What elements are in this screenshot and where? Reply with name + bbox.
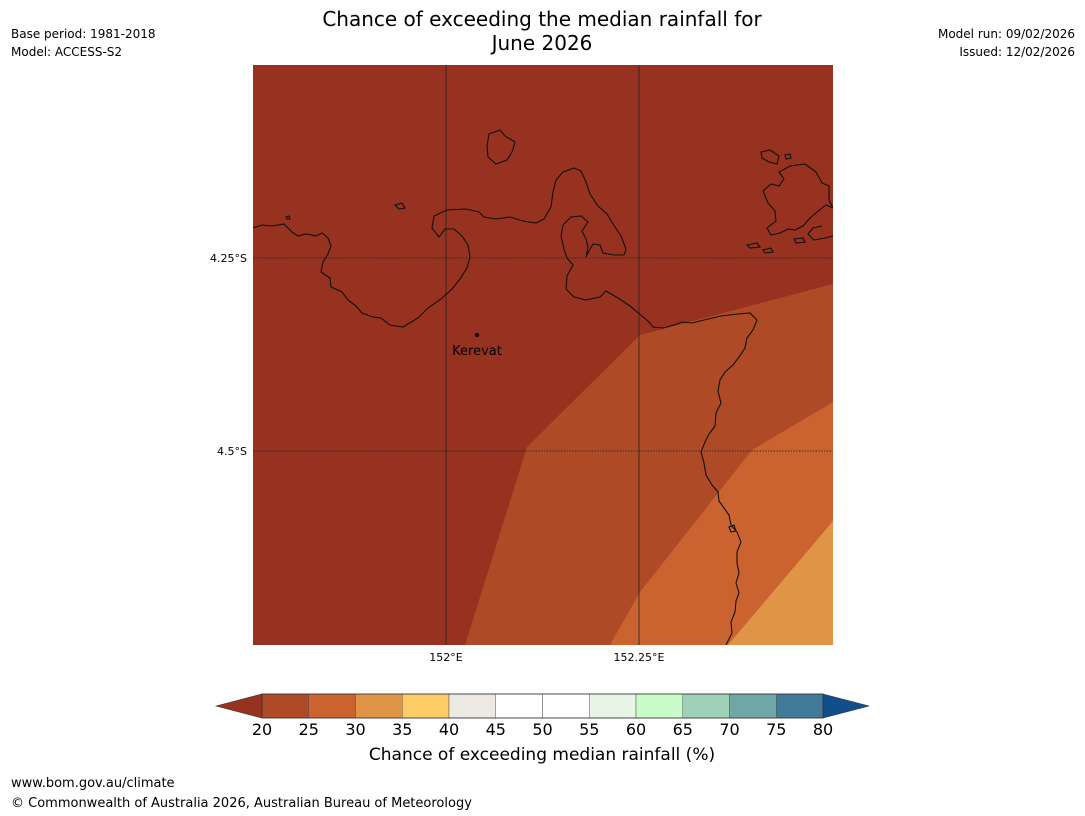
colorbar: 20 25 30 35 40 45 50 55 60 65 70 75 80 bbox=[214, 693, 871, 739]
colorbar-segment-60-65 bbox=[635, 693, 683, 719]
colorbar-outline bbox=[261, 693, 824, 719]
map-area: Kerevat bbox=[253, 65, 833, 645]
colorbar-segment-55-60 bbox=[589, 693, 637, 719]
colorbar-segment-30-35 bbox=[355, 693, 403, 719]
colorbar-over-triangle bbox=[822, 693, 871, 719]
colorbar-tick-75: 75 bbox=[766, 720, 786, 739]
rain-band-25-30 bbox=[610, 402, 833, 645]
colorbar-segments bbox=[261, 693, 824, 719]
colorbar-tick-35: 35 bbox=[392, 720, 412, 739]
kerevat-label: Kerevat bbox=[452, 344, 502, 359]
colorbar-tick-45: 45 bbox=[486, 720, 506, 739]
colorbar-under-triangle bbox=[214, 693, 263, 719]
colorbar-tick-labels: 20 25 30 35 40 45 50 55 60 65 70 75 80 bbox=[252, 720, 833, 739]
issued-text: Issued: 12/02/2026 bbox=[959, 45, 1075, 59]
latitude-label-4-25s: 4.25°S bbox=[210, 252, 247, 265]
islet-f bbox=[784, 153, 792, 160]
footer-copyright: © Commonwealth of Australia 2026, Austra… bbox=[11, 796, 472, 811]
colorbar-tick-60: 60 bbox=[626, 720, 646, 739]
islet-e bbox=[728, 524, 737, 533]
island-northeast bbox=[760, 149, 780, 165]
islet-d bbox=[793, 237, 806, 244]
model-text: Model: ACCESS-S2 bbox=[11, 45, 123, 59]
colorbar-title: Chance of exceeding median rainfall (%) bbox=[368, 745, 716, 765]
islet-b bbox=[745, 242, 762, 249]
chart-title: Chance of exceeding the median rainfall … bbox=[262, 7, 822, 55]
base-period-text: Base period: 1981-2018 bbox=[11, 27, 156, 41]
colorbar-segment-45-50 bbox=[495, 693, 543, 719]
island-north bbox=[486, 129, 516, 165]
coastline-east-a bbox=[762, 163, 833, 236]
metadata-right: Model run: 09/02/2026 Issued: 12/02/2026 bbox=[938, 25, 1075, 61]
colorbar-tick-40: 40 bbox=[439, 720, 459, 739]
coastline-east-b bbox=[807, 225, 833, 241]
title-line-2: June 2026 bbox=[491, 31, 593, 55]
colorbar-segment-70-75 bbox=[729, 693, 777, 719]
colorbar-tick-50: 50 bbox=[532, 720, 552, 739]
title-line-1: Chance of exceeding the median rainfall … bbox=[322, 7, 762, 31]
colorbar-tick-30: 30 bbox=[345, 720, 365, 739]
metadata-left: Base period: 1981-2018 Model: ACCESS-S2 bbox=[11, 25, 156, 61]
colorbar-segment-25-30 bbox=[308, 693, 356, 719]
colorbar-tick-25: 25 bbox=[299, 720, 319, 739]
colorbar-segment-50-55 bbox=[542, 693, 590, 719]
colorbar-segment-75-80 bbox=[776, 693, 824, 719]
longitude-label-152-25e: 152.25°E bbox=[614, 651, 665, 664]
colorbar-tick-20: 20 bbox=[252, 720, 272, 739]
colorbar-tick-65: 65 bbox=[673, 720, 693, 739]
latitude-label-4-5s: 4.5°S bbox=[217, 445, 247, 458]
kerevat-marker bbox=[475, 333, 479, 337]
coastline-main bbox=[253, 167, 758, 645]
colorbar-segment-20-25 bbox=[261, 693, 309, 719]
islet-c bbox=[762, 247, 774, 254]
rain-band-30-35 bbox=[728, 521, 833, 645]
longitude-label-152e: 152°E bbox=[429, 651, 462, 664]
colorbar-segment-40-45 bbox=[448, 693, 496, 719]
islet-a bbox=[393, 202, 406, 210]
islet-g bbox=[285, 215, 291, 220]
footer-url[interactable]: www.bom.gov.au/climate bbox=[11, 776, 175, 791]
colorbar-segment-65-70 bbox=[682, 693, 730, 719]
colorbar-tick-70: 70 bbox=[719, 720, 739, 739]
model-run-text: Model run: 09/02/2026 bbox=[937, 27, 1075, 41]
colorbar-tick-80: 80 bbox=[813, 720, 833, 739]
colorbar-segment-35-40 bbox=[402, 693, 450, 719]
coastline bbox=[253, 129, 833, 645]
colorbar-tick-55: 55 bbox=[579, 720, 599, 739]
